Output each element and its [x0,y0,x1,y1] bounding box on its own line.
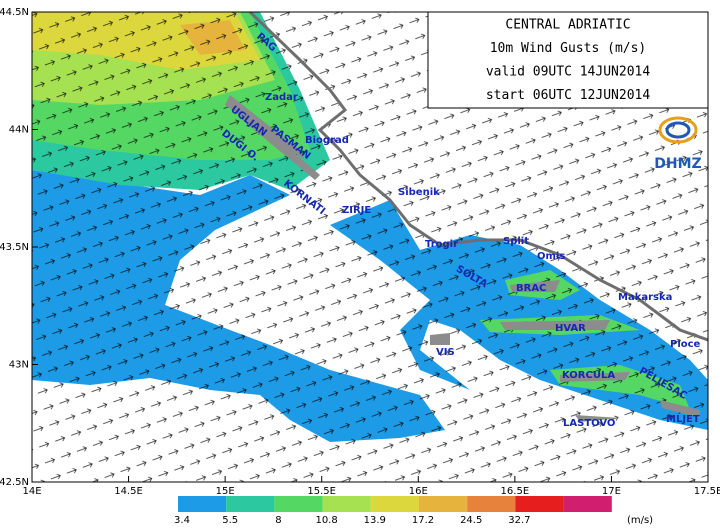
coastline [248,12,708,342]
dhmz-logo: DHMZ [654,116,702,172]
colorbar-swatch [322,496,371,512]
colorbar-swatch [563,496,612,512]
colorbar-label: 8 [275,515,281,526]
place-label: VIS [436,347,455,358]
x-tick-label: 16E [409,486,428,497]
info-line: start 06UTC 12JUN2014 [486,88,651,103]
info-line: 10m Wind Gusts (m/s) [490,41,647,56]
info-box [427,11,709,109]
colorbar-swatch [515,496,564,512]
place-label: Sibenik [398,187,440,198]
place-label: Omis [537,251,565,262]
place-label: BRAC [516,283,546,294]
y-tick-label: 43N [9,360,29,371]
y-tick-label: 44.5N [0,7,29,18]
y-tick-label: 43.5N [0,242,29,253]
colorbar-label: 5.5 [222,515,238,526]
x-tick-label: 14.5E [114,486,143,497]
info-line: valid 09UTC 14JUN2014 [486,65,651,80]
place-label: Trogir [425,239,458,250]
colorbar-label: 10.8 [315,515,337,526]
colorbar-swatch [274,496,323,512]
place-label: Biograd [305,135,349,146]
place-label: Makarska [618,292,672,303]
colorbar-label: 17.2 [412,515,434,526]
place-label: LASTOVO [563,418,615,429]
x-tick-label: 16.5E [501,486,530,497]
colorbar-swatch [178,496,227,512]
info-line: CENTRAL ADRIATIC [505,18,630,33]
x-tick-label: 14E [22,486,41,497]
place-label: Zadar [265,92,298,103]
colorbar-swatch [419,496,468,512]
place-label: ZIRJE [342,205,371,216]
place-label: Ploce [670,339,701,350]
colorbar-label: 24.5 [460,515,482,526]
colorbar-swatch [226,496,275,512]
place-label: MLJET [666,414,700,425]
y-tick-label: 44N [9,125,29,136]
y-tick-label: 42.5N [0,477,29,488]
place-label: HVAR [555,323,586,334]
colorbar-label: 13.9 [364,515,386,526]
place-label: KORCULA [562,370,615,381]
x-tick-label: 17E [602,486,621,497]
x-tick-label: 15E [216,486,235,497]
colorbar-swatch [370,496,419,512]
place-label: Split [503,236,529,247]
colorbar-swatch [467,496,516,512]
x-tick-label: 15.5E [307,486,336,497]
colorbar-label: 32.7 [508,515,530,526]
x-tick-label: 17.5E [694,486,720,497]
logo-text: DHMZ [654,156,701,172]
colorbar-unit: (m/s) [627,515,653,526]
colorbar-label: 3.4 [174,515,190,526]
